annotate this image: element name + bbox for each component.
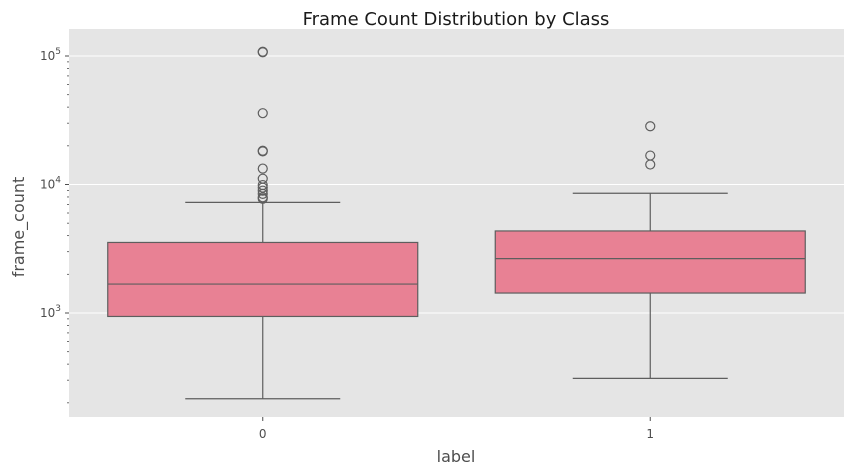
outlier-point bbox=[257, 173, 268, 184]
y-axis-label: frame_count bbox=[9, 177, 29, 278]
outlier-point bbox=[257, 179, 268, 191]
y-minor-ticks bbox=[65, 55, 69, 404]
outlier-point bbox=[257, 145, 268, 156]
x-tick-label: 0 bbox=[259, 427, 267, 441]
y-tick-label: 105 bbox=[40, 47, 61, 63]
box-iqr bbox=[494, 230, 806, 294]
box-group-0 bbox=[107, 46, 419, 400]
boxes-group bbox=[107, 46, 806, 400]
outlier-point bbox=[645, 121, 656, 132]
chart-title: Frame Count Distribution by Class bbox=[303, 9, 610, 30]
y-tick-labels: 103 104 105 bbox=[40, 47, 61, 320]
x-axis-label: label bbox=[437, 447, 476, 466]
outlier-point bbox=[645, 150, 656, 161]
outlier-point bbox=[257, 46, 268, 57]
box-iqr bbox=[107, 241, 419, 318]
outlier-point bbox=[257, 192, 268, 203]
outlier-point bbox=[257, 185, 268, 196]
y-tick-label: 103 bbox=[40, 304, 61, 320]
outlier-point bbox=[257, 163, 268, 174]
outlier-point bbox=[257, 108, 268, 119]
box-group-1 bbox=[494, 121, 806, 379]
plot-area bbox=[69, 29, 844, 417]
x-tick-label: 1 bbox=[646, 427, 654, 441]
y-tick-label: 104 bbox=[40, 176, 61, 192]
